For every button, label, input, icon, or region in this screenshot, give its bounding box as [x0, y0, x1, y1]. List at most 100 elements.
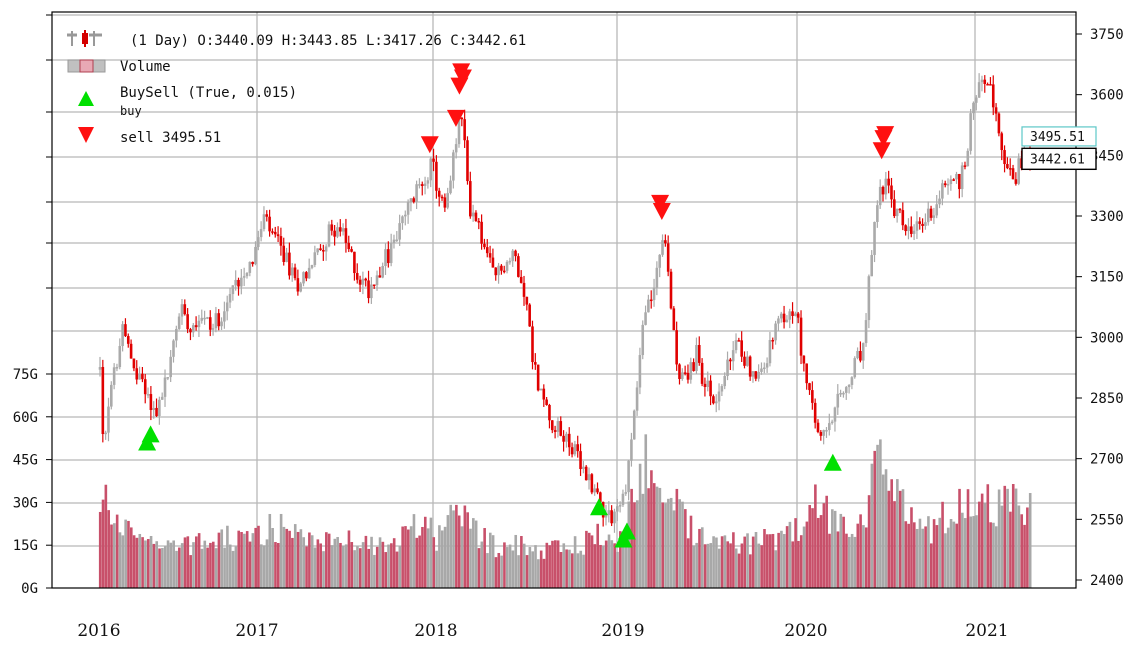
volume-bar	[842, 516, 845, 588]
candle-body	[969, 113, 972, 151]
volume-bar	[712, 536, 715, 588]
candle-body	[915, 221, 919, 231]
candle-body	[743, 356, 746, 366]
price-tick-label: 3600	[1090, 88, 1124, 104]
candle-body	[819, 431, 823, 436]
candle-body	[290, 267, 294, 276]
volume-bar	[746, 533, 749, 588]
volume-bar	[234, 546, 238, 588]
close-price-tag: 3442.61	[1021, 147, 1097, 171]
volume-bar	[127, 520, 130, 588]
volume-bar	[681, 501, 684, 588]
volume-bar	[785, 526, 789, 588]
candle-body	[943, 183, 947, 186]
candle-body	[542, 388, 546, 400]
volume-bar	[828, 533, 831, 588]
candle-body	[669, 271, 673, 309]
volume-bar	[395, 551, 399, 588]
candle-body	[276, 234, 280, 237]
volume-bar	[186, 536, 190, 588]
volume-bar	[740, 543, 744, 588]
candle-body	[531, 326, 534, 363]
candle-body	[384, 249, 387, 267]
volume-bar	[689, 515, 693, 588]
volume-bar	[978, 501, 981, 588]
candle-body	[924, 222, 927, 226]
volume-bar	[975, 515, 978, 588]
volume-bar	[805, 521, 809, 588]
price-tick-label: 3150	[1090, 270, 1124, 286]
volume-bar	[822, 503, 826, 588]
volume-bar	[537, 559, 540, 588]
candle-body	[435, 161, 438, 191]
candle-body	[799, 317, 803, 356]
candle-body	[305, 272, 308, 279]
volume-bar	[678, 499, 681, 588]
candle-body	[1014, 179, 1018, 184]
candle-body	[579, 451, 582, 470]
volume-bar	[356, 546, 359, 588]
candle-body	[963, 165, 967, 167]
volume-bar	[152, 543, 156, 588]
candle-body	[647, 299, 650, 313]
volume-bar	[938, 517, 942, 588]
candle-body	[856, 350, 859, 359]
volume-bar	[941, 501, 944, 588]
volume-bar	[831, 509, 834, 588]
candle-body	[570, 447, 574, 455]
price-tick-label: 2850	[1090, 391, 1124, 407]
candle-body	[240, 277, 243, 287]
candles	[98, 73, 1032, 533]
volume-bar	[774, 550, 778, 588]
volume-bar	[228, 544, 232, 588]
candle-body	[794, 313, 797, 316]
volume-bar	[562, 543, 566, 588]
candle-body	[726, 359, 729, 377]
candle-body	[941, 183, 944, 199]
candle-body	[816, 422, 820, 432]
candle-body	[850, 377, 854, 385]
candle-body	[497, 265, 500, 276]
ohlc-legend-label: (1 Day) O:3440.09 H:3443.85 L:3417.26 C:…	[130, 33, 526, 49]
volume-bar	[585, 530, 588, 588]
candle-body	[550, 420, 554, 431]
candle-body	[112, 367, 116, 385]
volume-bar	[715, 537, 718, 588]
candle-body	[989, 84, 992, 86]
candle-body	[681, 372, 684, 379]
volume-bar	[325, 532, 328, 588]
candle-body	[353, 251, 356, 274]
volume-bar	[655, 486, 659, 588]
volume-bar	[240, 532, 243, 588]
candle-body	[454, 144, 458, 153]
volume-bar	[1028, 493, 1032, 588]
candle-body	[768, 339, 772, 364]
volume-bar	[305, 546, 308, 588]
sell-legend-label: sell 3495.51	[120, 130, 221, 146]
volume-bar	[1009, 511, 1012, 588]
volume-bar	[692, 545, 696, 588]
candle-body	[217, 313, 221, 327]
candle-body	[861, 343, 865, 361]
candle-body	[683, 372, 687, 374]
volume-tick-label: 75G	[13, 367, 38, 383]
volume-bar	[141, 537, 144, 588]
volume-bar	[850, 533, 854, 588]
candle-body	[661, 240, 664, 255]
candle-body	[316, 248, 319, 253]
volume-bar	[135, 537, 139, 588]
volume-bar	[347, 530, 351, 588]
volume-bar	[183, 537, 187, 588]
volume-bar	[616, 551, 619, 588]
candle-body	[336, 227, 339, 237]
candle-body	[587, 474, 591, 481]
candle-body	[206, 317, 209, 319]
volume-bar	[262, 545, 266, 588]
volume-bar	[924, 526, 927, 588]
volume-bar	[749, 554, 752, 588]
volume-bar	[884, 469, 888, 588]
candle-body	[98, 367, 102, 370]
candle-body	[664, 240, 667, 244]
volume-bar	[613, 543, 616, 588]
